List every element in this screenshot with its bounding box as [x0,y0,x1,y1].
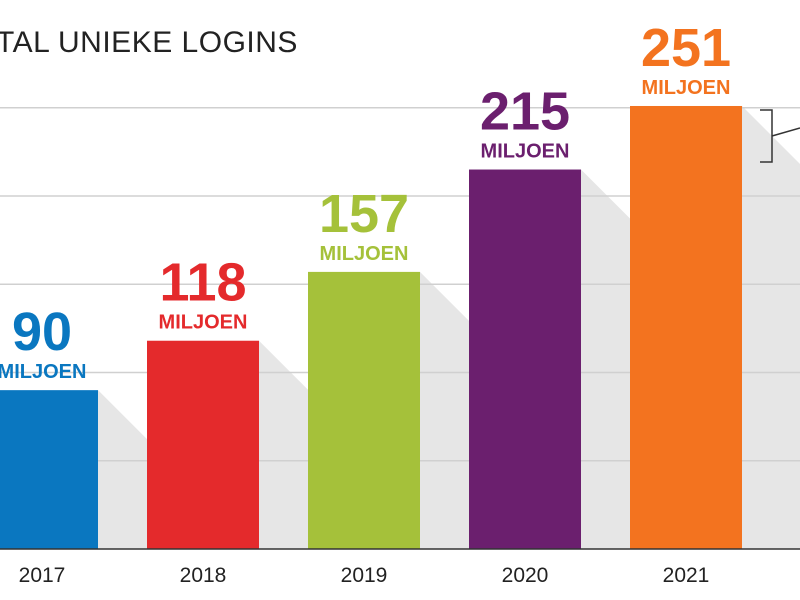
data-label-value: 215 [480,82,570,142]
value-labels: 90MILJOEN118MILJOEN157MILJOEN215MILJOEN2… [0,18,731,383]
x-tick-label: 2017 [19,564,66,587]
x-tick-label: 2020 [502,564,549,587]
chart-title: TAL UNIEKE LOGINS [0,26,298,59]
bar-shadows [98,105,800,549]
data-label-unit: MILJOEN [481,141,570,163]
bar-2018 [147,340,259,549]
bar-shadow [98,390,158,549]
x-tick-label: 2021 [663,564,710,587]
data-label-value: 90 [12,302,72,362]
bar-2019 [308,271,420,549]
bar-2021 [630,105,742,550]
x-tick-label: 2018 [180,564,227,587]
data-label-unit: MILJOEN [159,312,248,334]
data-label-unit: MILJOEN [642,77,731,99]
data-label-value: 251 [641,18,731,78]
data-label-value: 157 [319,184,409,244]
bar-shadow [420,271,480,549]
bar-2020 [469,169,581,549]
bar-2017 [0,390,98,549]
data-label-unit: MILJOEN [320,243,409,265]
x-tick-labels: 2017 2018 2019 2020 2021 [19,564,710,587]
x-tick-label: 2019 [341,564,388,587]
bar-shadow [259,340,319,549]
bar-shadow [581,169,641,549]
data-label-unit: MILJOEN [0,361,86,383]
bar-shadow [742,105,800,549]
data-label-value: 118 [159,253,246,313]
bars [0,105,742,550]
bracket-annotation [760,109,800,163]
